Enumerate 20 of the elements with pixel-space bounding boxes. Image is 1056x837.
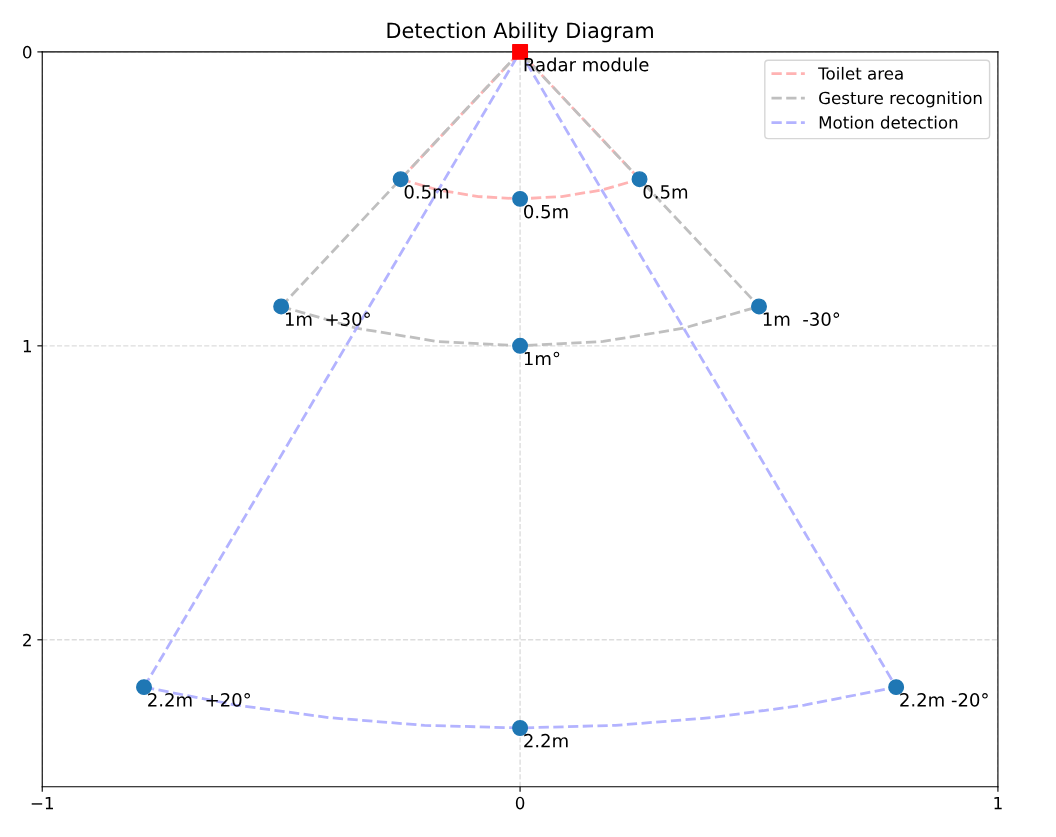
annotation: 1m -30° [763, 312, 840, 326]
chart-title: Detection Ability Diagram [387, 22, 653, 43]
y-tick-label: 2 [23, 633, 31, 647]
annotation: 1m° [524, 351, 560, 366]
x-tick-label: 0 [515, 796, 525, 810]
annotation: 0.5m [643, 185, 688, 199]
x-tick-label: −1 [31, 797, 53, 810]
annotation: 1m +30° [285, 312, 370, 326]
annotation: 2.2m [524, 733, 568, 748]
annotation: 2.2m +20° [148, 693, 250, 707]
legend-label: Gesture recognition [819, 91, 982, 108]
legend-label: Toilet area [818, 66, 903, 80]
annotation: 0.5m [524, 204, 568, 219]
y-tick-label: 1 [23, 340, 31, 353]
x-tick-label: 1 [994, 797, 1002, 810]
annotation: 2.2m -20° [900, 693, 988, 707]
y-tick-label: 0 [23, 45, 32, 59]
annotation: 0.5m [404, 185, 449, 199]
legend-label: Motion detection [819, 115, 958, 129]
annotation: Radar module [524, 57, 649, 72]
